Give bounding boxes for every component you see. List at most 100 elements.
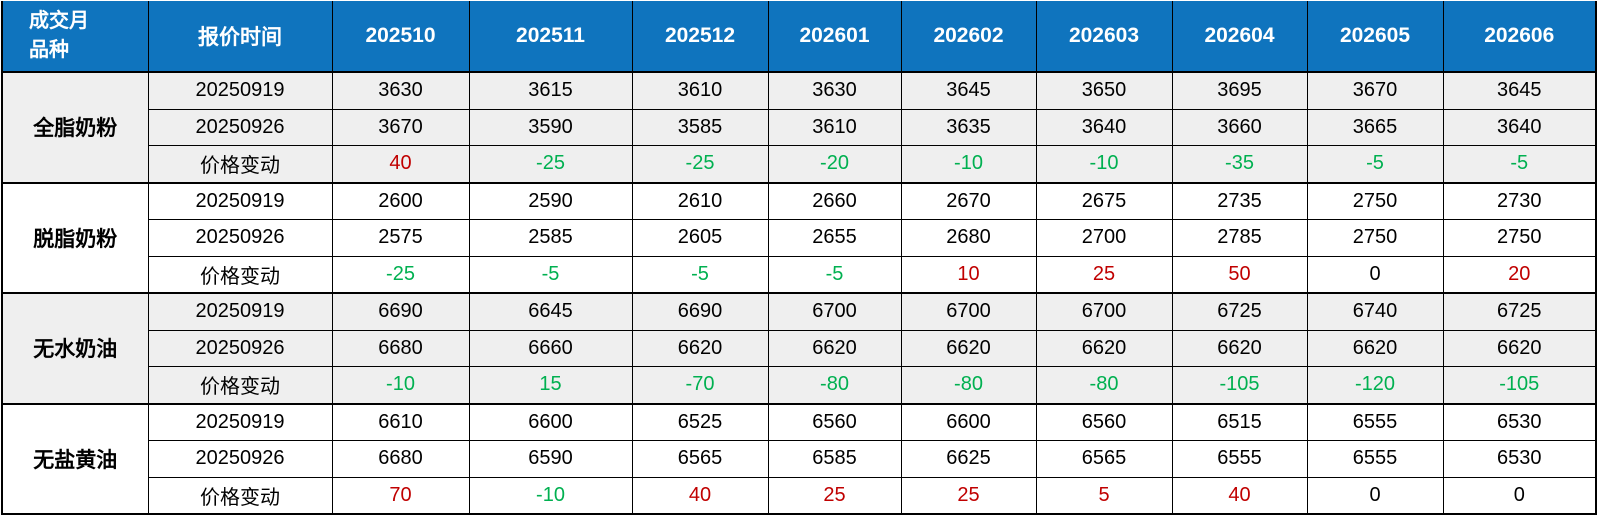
change-value-cell: -25 [331, 255, 470, 294]
change-value-cell: -70 [631, 366, 769, 404]
quote-time-header: 报价时间 [147, 1, 333, 73]
price-cell: 6565 [1035, 440, 1173, 478]
change-value-cell: -20 [767, 145, 902, 183]
change-label-cell: 价格变动 [147, 255, 333, 294]
change-value-cell: 20 [1442, 255, 1597, 294]
month-header: 202603 [1035, 1, 1173, 73]
price-cell: 6530 [1442, 402, 1597, 441]
price-cell: 3670 [331, 108, 470, 146]
change-value-cell: 50 [1171, 255, 1308, 294]
date-cell: 20250919 [147, 71, 333, 110]
price-cell: 2700 [1035, 219, 1173, 257]
price-cell: 2600 [331, 181, 470, 220]
change-value-cell: 25 [767, 476, 902, 515]
change-label-cell: 价格变动 [147, 145, 333, 183]
change-value-cell: 70 [331, 476, 470, 515]
price-cell: 3615 [468, 71, 633, 110]
price-cell: 6600 [900, 402, 1037, 441]
price-cell: 3630 [331, 71, 470, 110]
price-cell: 6725 [1442, 292, 1597, 331]
price-cell: 6680 [331, 440, 470, 478]
price-cell: 2605 [631, 219, 769, 257]
date-cell: 20250926 [147, 440, 333, 478]
product-cell: 无水奶油 [1, 292, 149, 404]
price-cell: 3695 [1171, 71, 1308, 110]
date-cell: 20250919 [147, 402, 333, 441]
price-cell: 3665 [1306, 108, 1444, 146]
change-value-cell: 0 [1306, 255, 1444, 294]
table-row: 无水奶油 20250919 6690 6645 6690 6700 6700 6700 6725… [1, 292, 1597, 404]
price-cell: 2575 [331, 219, 470, 257]
price-cell: 3610 [767, 108, 902, 146]
price-cell: 6740 [1306, 292, 1444, 331]
price-cell: 2585 [468, 219, 633, 257]
table-row: 20250926 6680 6660 6620 6620 6620 6620 6620 6620… [2, 329, 1597, 367]
table-row: 价格变动 40 -25 -25 -20 -10 -10 -35 -5 -5 [2, 145, 1597, 183]
price-cell: 6680 [331, 329, 470, 367]
change-value-cell: -10 [331, 366, 470, 404]
price-cell: 6590 [468, 440, 633, 478]
price-cell: 2785 [1171, 219, 1308, 257]
price-cell: 6620 [1442, 329, 1597, 367]
month-header: 202605 [1306, 1, 1444, 73]
price-cell: 3660 [1171, 108, 1308, 146]
price-cell: 6525 [631, 402, 769, 441]
price-cell: 2750 [1306, 219, 1444, 257]
table-row: 价格变动 -25 -5 -5 -5 10 25 50 0 20 [2, 255, 1597, 294]
price-cell: 2680 [900, 219, 1037, 257]
change-value-cell: -5 [1306, 145, 1444, 183]
change-value-cell: -25 [631, 145, 769, 183]
price-cell: 2750 [1306, 181, 1444, 220]
month-header: 202606 [1442, 1, 1597, 73]
price-cell: 2730 [1442, 181, 1597, 220]
price-cell: 2670 [900, 181, 1037, 220]
change-value-cell: -80 [767, 366, 902, 404]
price-cell: 6620 [1306, 329, 1444, 367]
change-value-cell: -5 [1442, 145, 1597, 183]
table-row: 20250926 3670 3590 3585 3610 3635 3640 3660 3665… [2, 108, 1597, 146]
date-cell: 20250919 [147, 292, 333, 331]
price-cell: 3645 [1442, 71, 1597, 110]
change-value-cell: 0 [1306, 476, 1444, 515]
price-cell: 3645 [900, 71, 1037, 110]
corner-line-product: 品种 [29, 39, 69, 61]
price-cell: 6700 [767, 292, 902, 331]
price-cell: 6660 [468, 329, 633, 367]
month-header: 202510 [331, 1, 470, 73]
price-cell: 3650 [1035, 71, 1173, 110]
price-cell: 6610 [331, 402, 470, 441]
change-label-cell: 价格变动 [147, 366, 333, 404]
price-cell: 6560 [767, 402, 902, 441]
price-cell: 6565 [631, 440, 769, 478]
price-cell: 3640 [1035, 108, 1173, 146]
date-cell: 20250926 [147, 329, 333, 367]
price-cell: 6690 [631, 292, 769, 331]
change-value-cell: -80 [1035, 366, 1173, 404]
change-value-cell: -105 [1442, 366, 1597, 404]
table-row: 20250926 6680 6590 6565 6585 6625 6565 6555 6555… [2, 440, 1597, 478]
price-cell: 6700 [900, 292, 1037, 331]
price-cell: 2655 [767, 219, 902, 257]
table-row: 价格变动 -10 15 -70 -80 -80 -80 -105 -120 -105 [2, 366, 1597, 404]
price-cell: 6700 [1035, 292, 1173, 331]
price-cell: 6555 [1306, 440, 1444, 478]
change-label-cell: 价格变动 [147, 476, 333, 515]
price-cell: 2660 [767, 181, 902, 220]
price-cell: 6620 [767, 329, 902, 367]
table-row: 无盐黄油 20250919 6610 6600 6525 6560 6600 6560 6515… [1, 402, 1597, 515]
price-cell: 6625 [900, 440, 1037, 478]
month-header: 202511 [468, 1, 633, 73]
change-value-cell: -25 [468, 145, 633, 183]
price-cell: 6645 [468, 292, 633, 331]
change-value-cell: 5 [1035, 476, 1173, 515]
corner-header: 成交月 品种 [1, 1, 149, 73]
product-cell: 脱脂奶粉 [1, 181, 149, 294]
change-value-cell: -120 [1306, 366, 1444, 404]
date-cell: 20250926 [147, 219, 333, 257]
change-value-cell: -80 [900, 366, 1037, 404]
product-cell: 全脂奶粉 [1, 71, 149, 183]
price-cell: 6555 [1306, 402, 1444, 441]
change-value-cell: -10 [900, 145, 1037, 183]
price-cell: 3610 [631, 71, 769, 110]
